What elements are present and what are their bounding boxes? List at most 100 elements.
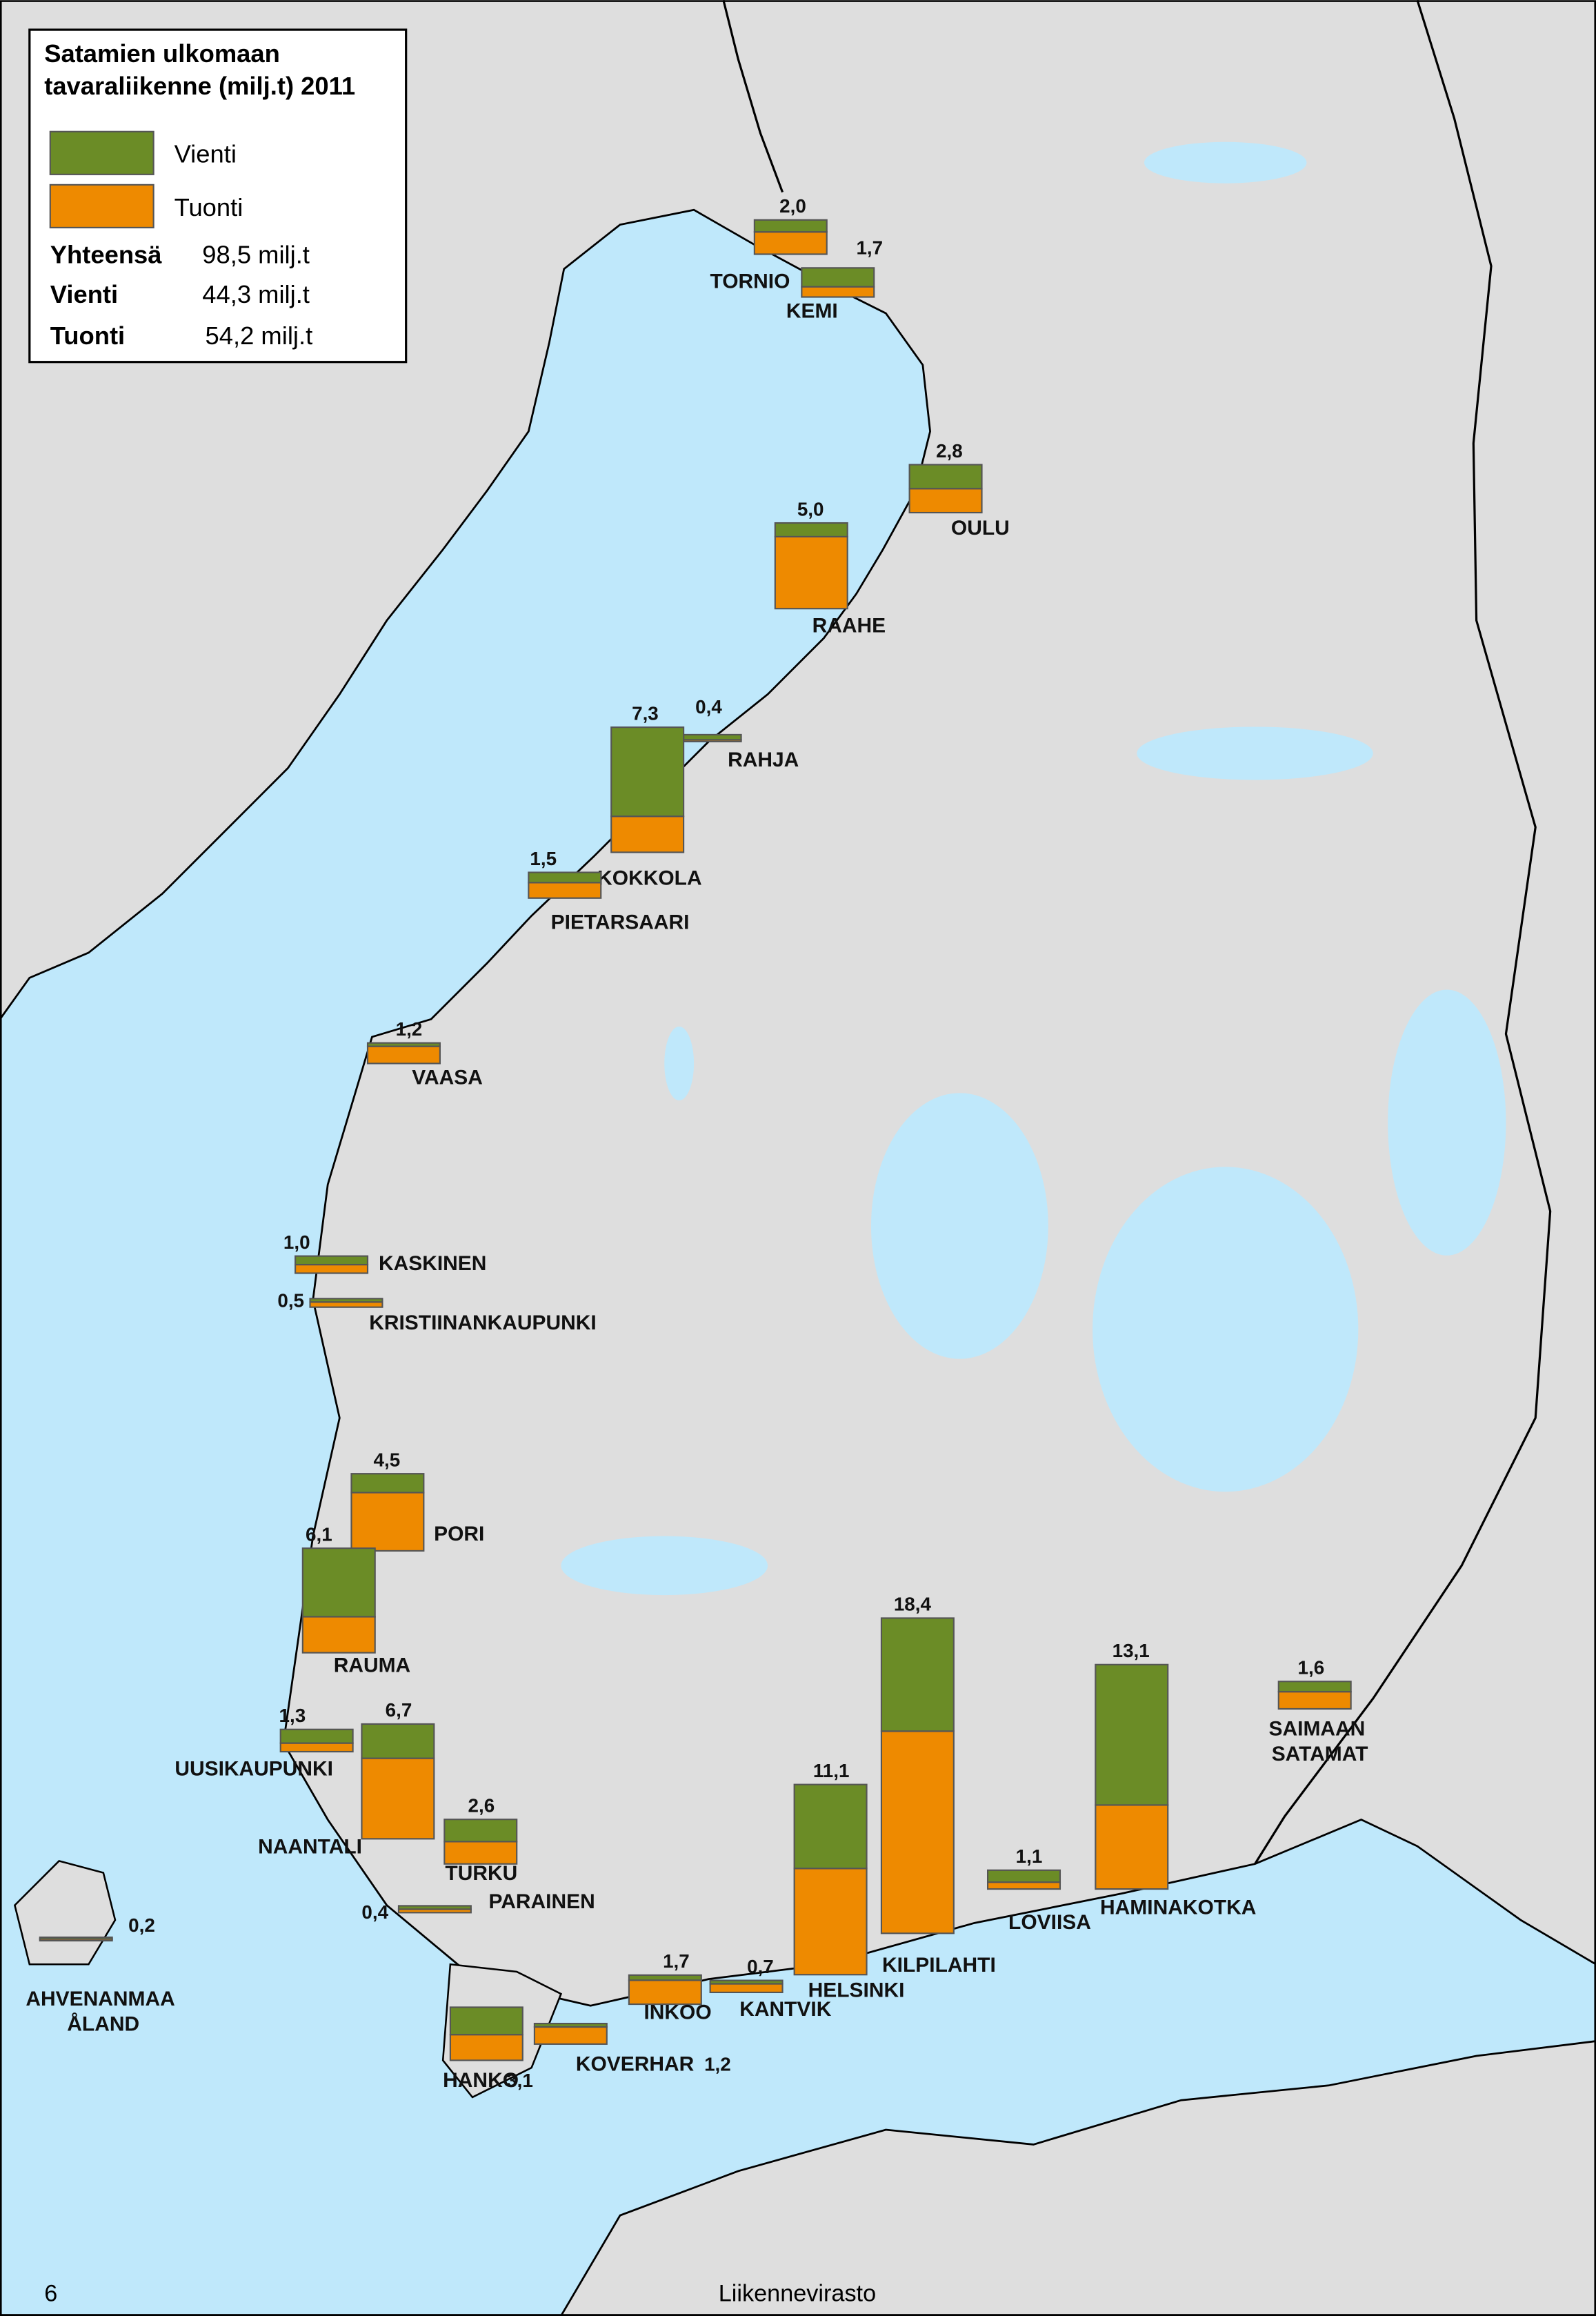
bar-import <box>309 1301 383 1308</box>
bar-export <box>793 1783 868 1870</box>
port-name: UUSIKAUPUNKI <box>174 1757 333 1780</box>
bar-import <box>528 882 602 899</box>
source: Liikennevirasto <box>719 2280 876 2306</box>
total-label: 0,4 <box>695 696 722 717</box>
total-label: 6,1 <box>306 1523 332 1545</box>
bar-import <box>350 1492 425 1552</box>
port-name: KEMI <box>786 299 838 322</box>
total-label: 0,7 <box>747 1956 774 1977</box>
bar-import <box>279 1742 354 1753</box>
lake <box>561 1536 768 1596</box>
total-label: 11,1 <box>813 1760 850 1781</box>
lake <box>1144 141 1307 184</box>
total-label: 6,7 <box>386 1699 412 1721</box>
total-label: 1,0 <box>283 1231 310 1253</box>
bar-export <box>279 1728 354 1744</box>
legend-swatch <box>49 184 154 228</box>
lakes <box>561 141 1506 1596</box>
total-label: 7,3 <box>632 702 659 724</box>
port-name: VAASA <box>412 1066 483 1089</box>
total-label: 1,1 <box>1016 1845 1043 1867</box>
bar-export <box>350 1473 425 1494</box>
bar-export <box>753 219 828 233</box>
bar-export <box>628 1974 702 1981</box>
port-name: TURKU <box>445 1862 517 1885</box>
port-name: HANKO <box>443 2069 519 2092</box>
bar-import <box>533 2026 608 2045</box>
bar-export <box>295 1255 369 1266</box>
total-label: 0,4 <box>361 1901 388 1923</box>
bar-export <box>908 464 983 490</box>
port-name: SAIMAAN SATAMAT <box>1266 1717 1368 1765</box>
bar-import <box>908 488 983 514</box>
port-name: RAHJA <box>728 749 799 771</box>
port-name: TORNIO <box>710 270 790 293</box>
bar-import <box>1095 1804 1169 1890</box>
bar-import <box>793 1868 868 1976</box>
bar-import <box>628 1979 702 2006</box>
total-label: 1,6 <box>1298 1657 1325 1679</box>
bar-export <box>449 2006 523 2036</box>
bar-import <box>986 1881 1061 1890</box>
title: Satamien ulkomaan <box>44 39 280 68</box>
title: tavaraliikenne (milj.t) 2011 <box>44 72 355 100</box>
summary-value: 98,5 milj.t <box>202 240 310 268</box>
bar-export <box>709 1979 784 1985</box>
port-name: LOVIISA <box>1008 1911 1091 1934</box>
port-name: HELSINKI <box>808 1979 905 2001</box>
total-label: 1,7 <box>856 237 883 258</box>
estonia-land <box>559 2040 1596 2316</box>
summary-value: 44,3 milj.t <box>202 280 310 308</box>
total-label: 1,5 <box>530 848 557 869</box>
lake <box>664 1026 695 1101</box>
bar-import <box>443 1841 518 1865</box>
port-name: KOKKOLA <box>597 867 701 889</box>
port-name: PARAINEN <box>488 1890 595 1913</box>
summary-label: Vienti <box>50 280 118 308</box>
port-name: RAAHE <box>812 614 886 637</box>
bar-import <box>801 286 875 298</box>
bar-export <box>610 726 685 818</box>
port-name: KOVERHAR <box>576 2052 695 2075</box>
port-name: KRISTIINANKAUPUNKI <box>369 1312 597 1334</box>
bar-export <box>880 1617 955 1732</box>
total-label: 2,6 <box>468 1794 495 1816</box>
summary-label: Tuonti <box>50 321 125 350</box>
bar-import <box>301 1616 376 1654</box>
total-label: 0,2 <box>128 1914 155 1936</box>
total-label: 1,2 <box>704 2053 731 2075</box>
port-name: KANTVIK <box>739 1998 831 2021</box>
bar-import <box>709 1983 784 1994</box>
border-line <box>722 0 784 193</box>
bar-export <box>301 1547 376 1618</box>
total-label: 13,1 <box>1113 1640 1150 1661</box>
bar-export <box>1277 1681 1352 1693</box>
lake <box>1093 1167 1359 1492</box>
port-name: INKOO <box>644 2001 711 2023</box>
lake <box>1137 726 1373 780</box>
bar-export <box>366 1042 441 1047</box>
total-label: 2,0 <box>779 195 806 217</box>
legend-swatch <box>49 130 154 175</box>
bar-import <box>774 535 848 610</box>
bar-export <box>1095 1663 1169 1806</box>
total-label: 1,7 <box>663 1950 690 1972</box>
bar-import <box>361 1757 435 1840</box>
legend-label: Tuonti <box>174 193 243 221</box>
bar-export <box>986 1869 1061 1883</box>
bar-export <box>309 1298 383 1303</box>
lake <box>870 1093 1048 1359</box>
port-name: AHVENANMAA ÅLAND <box>26 1988 174 2035</box>
page-number: 6 <box>44 2280 57 2306</box>
bar-export <box>443 1819 518 1843</box>
sea <box>0 208 1596 2316</box>
bar-import <box>610 815 685 853</box>
bar-import <box>295 1263 369 1274</box>
total-label: 1,3 <box>279 1705 306 1726</box>
total-label: 4,5 <box>374 1449 401 1470</box>
bar-export <box>39 1936 113 1940</box>
total-label: 3,1 <box>506 2070 533 2091</box>
bar-import <box>880 1730 955 1934</box>
